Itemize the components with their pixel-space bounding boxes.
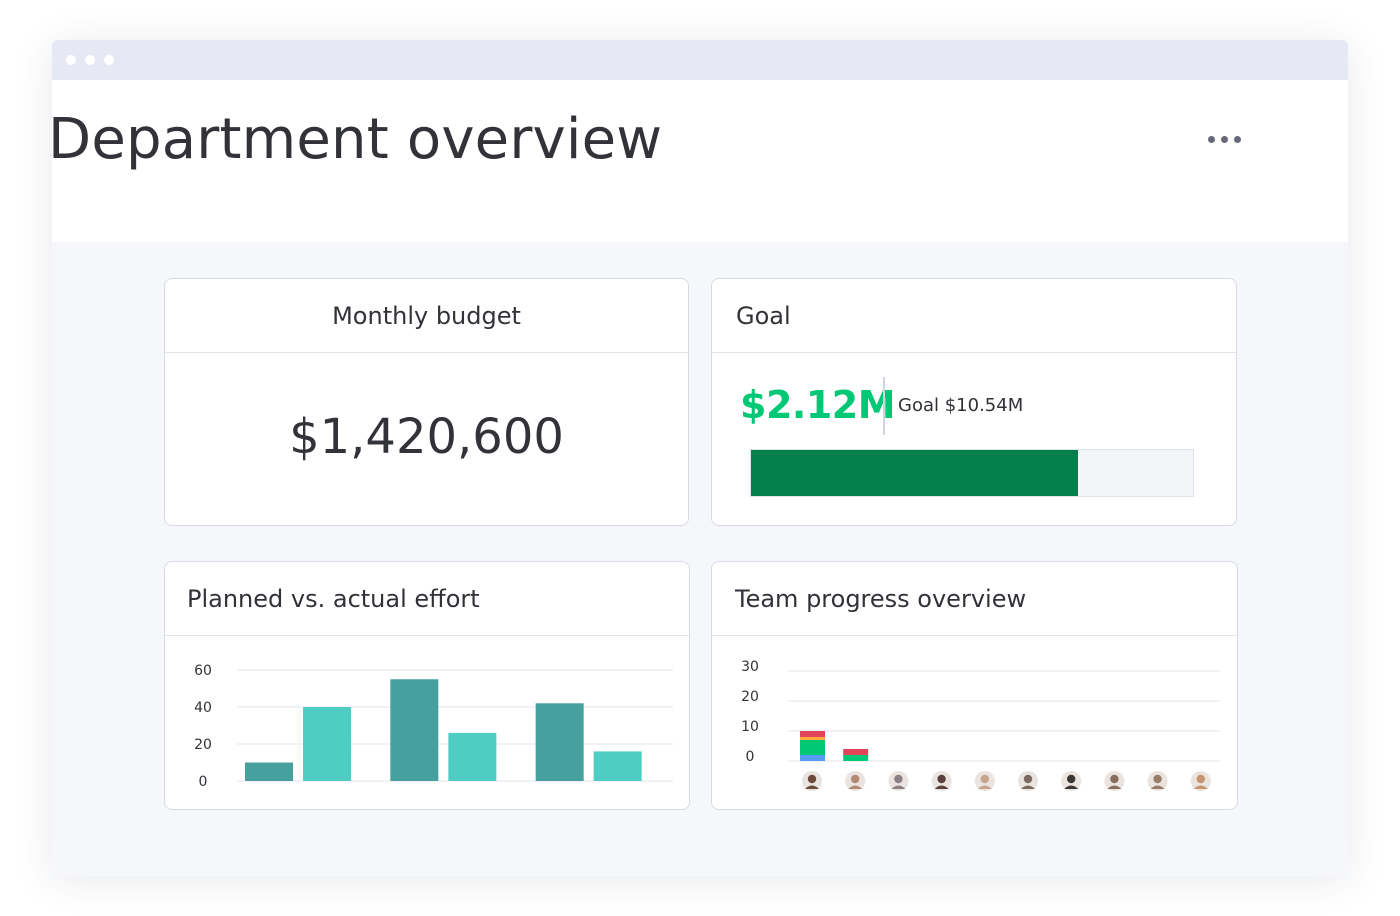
avatar [1018,771,1038,791]
avatar-body-icon [1107,785,1122,789]
widget-header: Planned vs. actual effort [165,562,689,636]
avatar-body-icon [805,785,819,789]
more-horizontal-icon [1220,135,1228,143]
avatar-head-icon [1196,774,1205,784]
avatar-head-icon [1153,774,1162,784]
avatar-body-icon [1150,785,1165,789]
avatar-head-icon [937,774,946,784]
avatar-head-icon [851,774,860,784]
goal-current-value: $2.12M [740,383,896,427]
widget-header: Goal [712,279,1236,353]
avatar [888,771,909,791]
widget-header: Team progress overview [712,562,1237,636]
avatar-head-icon [807,774,817,784]
avatar-head-icon [1110,774,1119,784]
planned-bar [390,679,439,781]
widget-title: Team progress overview [735,584,1027,613]
avatar-body-icon [848,785,863,789]
goal-progress-bar [750,449,1194,497]
y-tick-label: 40 [194,700,212,716]
avatar [974,771,995,791]
goal-progress-fill [751,450,1079,496]
window-dot-icon [104,55,114,65]
avatar-body-icon [977,785,992,789]
widget-title: Monthly budget [332,301,521,330]
team-progress-chart: 30 20 10 0 [741,659,1220,791]
avatar [1190,771,1211,791]
y-tick-label: 20 [194,737,212,753]
team-progress-widget[interactable]: Team progress overview 30 20 10 0 [711,561,1238,810]
progress-bar-segment [800,731,825,737]
avatar-body-icon [891,785,906,789]
actual-bar [448,732,497,781]
avatar-body-icon [1064,785,1079,789]
progress-bar-segment [843,755,869,761]
progress-bar-segment [800,737,825,740]
avatar [1147,771,1168,791]
y-tick-label: 10 [741,719,759,735]
avatar [802,771,822,791]
progress-bar-segment [800,755,825,761]
progress-bar-segment [800,740,825,755]
monthly-budget-widget[interactable]: Monthly budget $1,420,600 [164,278,689,526]
y-tick-label: 30 [741,659,759,675]
planned-vs-actual-widget[interactable]: Planned vs. actual effort 60 40 20 0 [164,561,690,810]
avatar [1104,771,1125,791]
planned-bar [245,762,293,781]
y-tick-label: 60 [194,663,212,679]
avatar-body-icon [1193,785,1208,789]
y-tick-label: 20 [741,689,759,705]
actual-bar [303,707,351,781]
window-titlebar [52,40,1348,80]
more-horizontal-icon [1233,135,1241,143]
goal-target-label: Goal $10.54M [898,395,1024,416]
more-horizontal-icon [1207,135,1215,143]
budget-value: $1,420,600 [289,409,564,465]
planned-bar [535,703,584,781]
avatar-body-icon [1021,785,1035,789]
avatar-body-icon [934,785,949,789]
progress-bar-segment [843,749,869,755]
widget-header: Monthly budget [165,279,688,353]
page-title: Department overview [48,107,663,172]
widget-title: Planned vs. actual effort [187,584,480,613]
avatar-head-icon [894,774,903,784]
widget-title: Goal [736,301,791,330]
avatar-head-icon [1023,774,1033,784]
goal-widget[interactable]: Goal $2.12M Goal $10.54M [711,278,1237,526]
y-tick-label: 0 [746,749,755,765]
actual-bar [593,751,642,781]
planned-vs-actual-chart: 60 40 20 0 [194,663,673,790]
avatar [845,771,866,791]
avatar-head-icon [1067,774,1076,784]
divider [883,377,885,435]
avatar-head-icon [980,774,989,784]
window-dot-icon [85,55,95,65]
dashboard-header [52,80,1348,242]
y-tick-label: 0 [199,774,208,790]
avatar [1061,771,1082,791]
more-options-button[interactable] [1196,122,1252,156]
window-dot-icon [66,55,76,65]
avatar [931,771,952,791]
